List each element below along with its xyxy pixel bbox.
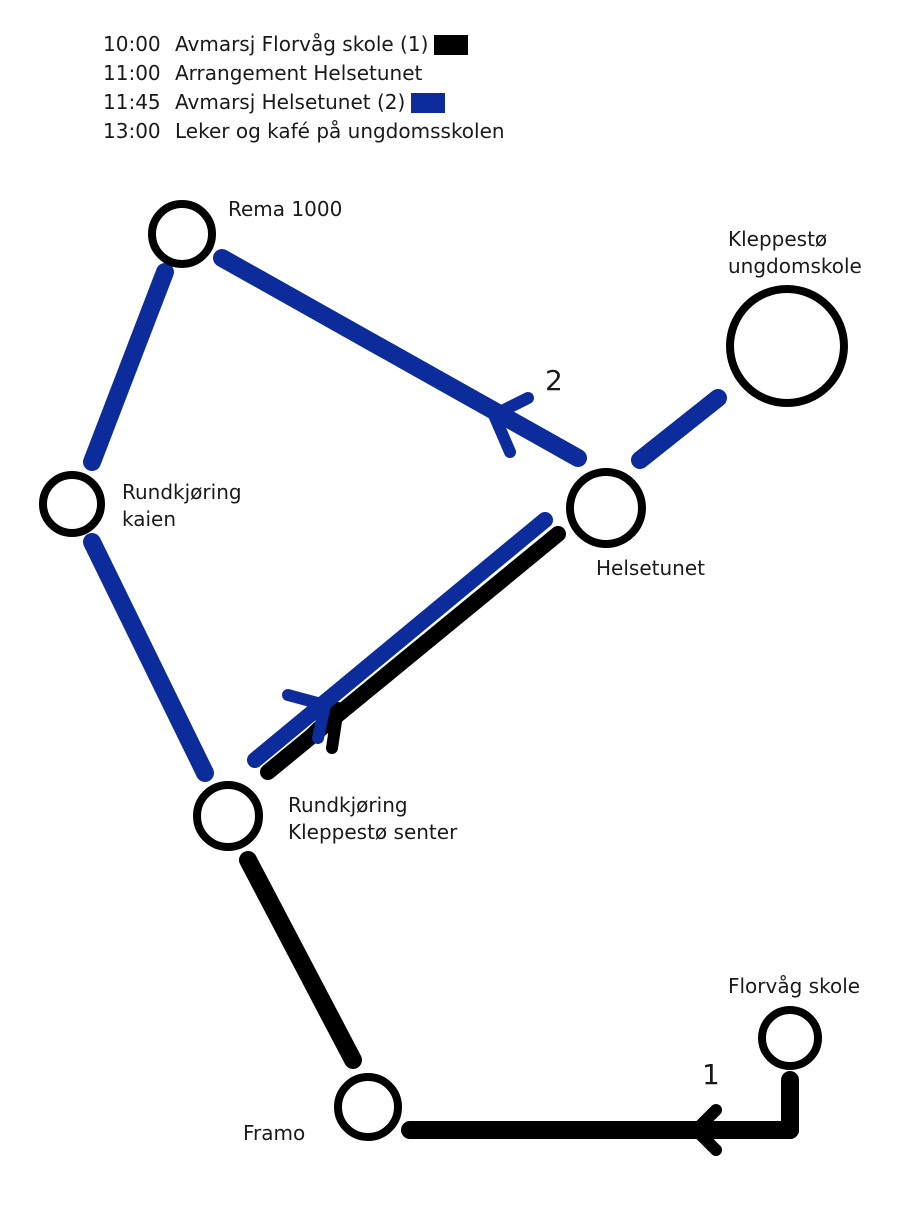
label-florvag-line1: Florvåg skole bbox=[728, 974, 861, 998]
node-helsetunet bbox=[566, 468, 646, 548]
route-2-segment-helsetunet-rema bbox=[213, 249, 587, 467]
legend-text: Avmarsj Helsetunet (2) bbox=[175, 90, 406, 114]
label-kleppesto-ungdomskole: Kleppestø ungdomskole bbox=[728, 226, 862, 280]
node-framo bbox=[334, 1073, 402, 1141]
legend-time: 11:45 bbox=[103, 90, 161, 114]
nodes bbox=[39, 200, 848, 1141]
label-rema-line1: Rema 1000 bbox=[228, 197, 343, 221]
legend-text: Arrangement Helsetunet bbox=[175, 61, 423, 85]
route-1-arrowhead bbox=[690, 1104, 722, 1156]
label-kleppesto-senter-line2: Kleppestø senter bbox=[288, 820, 458, 844]
node-kleppesto-ungdomskole bbox=[726, 285, 848, 407]
label-kaien-line1: Rundkjøring bbox=[122, 480, 242, 504]
route-2-arrowhead-2 bbox=[282, 689, 331, 744]
legend-time: 13:00 bbox=[103, 119, 161, 143]
legend-row: 13:00 Leker og kafé på ungdomsskolen bbox=[103, 117, 505, 146]
legend-swatch-route-1 bbox=[434, 34, 469, 55]
legend-time: 11:00 bbox=[103, 61, 161, 85]
label-florvag: Florvåg skole bbox=[728, 973, 860, 1000]
legend-row: 11:00 Arrangement Helsetunet bbox=[103, 59, 505, 88]
legend: 10:00 Avmarsj Florvåg skole (1) 11:00 Ar… bbox=[103, 30, 505, 146]
label-kleppesto-senter: Rundkjøring Kleppestø senter bbox=[288, 792, 457, 846]
node-kaien bbox=[39, 471, 105, 537]
label-kaien-line2: kaien bbox=[122, 507, 177, 531]
label-kleppesto-senter-line1: Rundkjøring bbox=[288, 793, 408, 817]
route-2-number: 2 bbox=[545, 364, 563, 397]
label-rema: Rema 1000 bbox=[228, 196, 342, 223]
legend-row: 10:00 Avmarsj Florvåg skole (1) bbox=[103, 30, 505, 59]
route-1-segment-framo-senter bbox=[239, 851, 362, 1069]
legend-row: 11:45 Avmarsj Helsetunet (2) bbox=[103, 88, 505, 117]
route-2 bbox=[83, 249, 727, 782]
label-kaien: Rundkjøring kaien bbox=[122, 479, 242, 533]
route-2-segment-rema-kaien bbox=[83, 263, 174, 471]
node-rema bbox=[148, 200, 216, 268]
label-framo: Framo bbox=[243, 1120, 305, 1147]
route-2-segment-senter-helsetunet bbox=[247, 512, 553, 768]
route-2-segment-kaien-senter bbox=[83, 533, 214, 782]
route-2-arrowhead bbox=[488, 392, 534, 458]
label-kleppesto-ungdomskole-line1: Kleppestø bbox=[728, 227, 828, 251]
route-2-segment-helsetunet-ungdomskole bbox=[631, 389, 727, 469]
label-helsetunet-line1: Helsetunet bbox=[596, 556, 705, 580]
legend-swatch-route-2 bbox=[411, 92, 446, 113]
label-kleppesto-ungdomskole-line2: ungdomskole bbox=[728, 254, 862, 278]
label-helsetunet: Helsetunet bbox=[596, 555, 705, 582]
legend-time: 10:00 bbox=[103, 32, 161, 56]
legend-text: Avmarsj Florvåg skole (1) bbox=[175, 32, 429, 56]
route-1-number: 1 bbox=[702, 1058, 720, 1091]
label-framo-line1: Framo bbox=[243, 1121, 306, 1145]
legend-text: Leker og kafé på ungdomsskolen bbox=[175, 119, 505, 143]
node-kleppesto-senter bbox=[193, 781, 263, 851]
node-florvag bbox=[758, 1006, 822, 1070]
